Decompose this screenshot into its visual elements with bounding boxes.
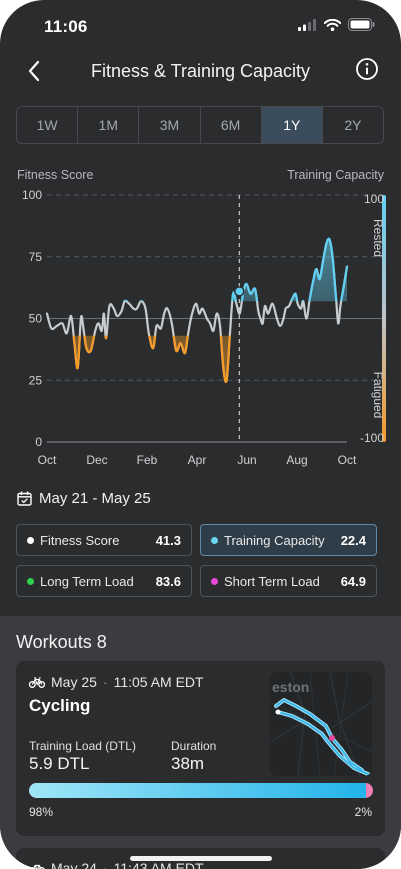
signal-icon <box>298 18 316 31</box>
right-axis-bar <box>382 195 386 442</box>
fatigued-label: Fatigued <box>371 372 385 419</box>
period-1y[interactable]: 1Y <box>261 107 323 143</box>
period-selector: 1W 1M 3M 6M 1Y 2Y <box>16 106 384 144</box>
workout-time: 11:43 AM EDT <box>113 860 204 869</box>
status-bar: 11:06 <box>0 0 401 52</box>
fitness-line <box>45 237 349 383</box>
legend-name: Fitness Score <box>40 532 120 548</box>
y-tick-label: 75 <box>29 250 43 264</box>
route-map-graphic: eston <box>270 672 372 776</box>
y-tick-label: 0 <box>35 435 42 449</box>
workouts-title: Workouts 8 <box>16 632 107 652</box>
rested-label: Rested <box>371 219 385 257</box>
legend-name: Long Term Load <box>40 573 134 589</box>
period-6m[interactable]: 6M <box>201 107 262 143</box>
legend-dot-fitness <box>27 536 34 544</box>
legend-short-term-load[interactable]: Short Term Load 64.9 <box>200 565 377 597</box>
training-load-value: 5.9 DTL <box>29 754 90 773</box>
rested-area <box>124 238 347 302</box>
x-tick-label: Jun <box>237 453 256 467</box>
route-map[interactable]: eston <box>270 672 372 776</box>
workout-time: 11:05 AM EDT <box>113 674 204 690</box>
duration-label: Duration <box>171 739 217 753</box>
x-tick-label: Oct <box>338 453 357 467</box>
back-chevron-icon[interactable] <box>22 58 48 84</box>
legend-value: 64.9 <box>340 573 366 589</box>
legend-training-capacity[interactable]: Training Capacity 22.4 <box>200 524 377 556</box>
period-1w[interactable]: 1W <box>17 107 79 143</box>
y-tick-labels: 100 75 50 25 0 <box>22 188 42 449</box>
bar-left-percent: 98% <box>29 805 54 819</box>
workout-card[interactable]: May 25 · 11:05 AM EDT Cycling Training L… <box>16 661 385 836</box>
workout-type: Cycling <box>29 696 91 715</box>
x-tick-label: Feb <box>137 453 158 467</box>
date-range: May 21 - May 25 <box>17 490 151 507</box>
status-time: 11:06 <box>44 17 88 36</box>
workout-sep: · <box>102 674 108 690</box>
workout-datetime-next: May 24 · 11:43 AM EDT <box>29 860 204 869</box>
fitness-chart[interactable]: Fitness Score Training Capacity 100 75 50 2… <box>0 160 401 470</box>
load-split-bar <box>29 783 373 798</box>
workout-datetime: May 25 · 11:05 AM EDT <box>29 674 204 690</box>
right-axis-min: -100 <box>360 431 384 445</box>
period-2y[interactable]: 2Y <box>344 117 362 133</box>
legend-value: 22.4 <box>340 532 366 548</box>
battery-icon <box>348 18 375 31</box>
date-range-label: May 21 - May 25 <box>39 490 151 507</box>
info-icon[interactable] <box>355 57 379 81</box>
y-tick-label: 100 <box>22 188 42 202</box>
training-load-label: Training Load (DTL) <box>29 739 136 753</box>
period-3m[interactable]: 3M <box>139 107 201 143</box>
bike-icon <box>29 864 45 869</box>
right-axis-title: Training Capacity <box>287 168 385 182</box>
workout-date: May 24 <box>51 860 97 869</box>
home-indicator[interactable] <box>130 856 272 861</box>
map-place-label: eston <box>272 679 309 695</box>
workout-date: May 25 <box>51 674 97 690</box>
period-1m[interactable]: 1M <box>78 107 140 143</box>
workouts-section: Workouts 8 May 25 · 11:05 AM EDT Cycling… <box>0 616 401 869</box>
legend-dot-capacity <box>211 536 218 544</box>
x-tick-label: Apr <box>188 453 207 467</box>
x-tick-label: Aug <box>286 453 307 467</box>
legend-value: 83.6 <box>155 573 181 589</box>
header: Fitness & Training Capacity <box>0 52 401 92</box>
legend-dot-long-term <box>27 577 34 585</box>
wifi-icon <box>324 18 341 31</box>
duration-value: 38m <box>171 754 205 773</box>
calendar-icon <box>17 491 32 506</box>
page-title: Fitness & Training Capacity <box>90 61 311 81</box>
selected-point[interactable] <box>234 286 245 297</box>
right-axis-max: 100 <box>364 192 384 206</box>
legend-dot-short-term <box>211 577 218 585</box>
x-tick-labels: Oct Dec Feb Apr Jun Aug Oct <box>38 453 357 467</box>
workout-sep: · <box>102 860 108 869</box>
left-axis-title: Fitness Score <box>17 168 93 182</box>
bike-icon <box>29 676 45 688</box>
load-split-fill <box>29 783 367 798</box>
legend-name: Short Term Load <box>224 573 320 589</box>
y-tick-label: 50 <box>29 312 43 326</box>
legend-long-term-load[interactable]: Long Term Load 83.6 <box>16 565 192 597</box>
bar-right-percent: 2% <box>354 805 372 819</box>
legend-name: Training Capacity <box>224 532 325 548</box>
status-icons <box>298 18 375 31</box>
legend-value: 41.3 <box>155 532 181 548</box>
legend-fitness-score[interactable]: Fitness Score 41.3 <box>16 524 192 556</box>
x-tick-label: Dec <box>86 453 107 467</box>
x-tick-label: Oct <box>38 453 57 467</box>
y-tick-label: 25 <box>29 373 43 387</box>
